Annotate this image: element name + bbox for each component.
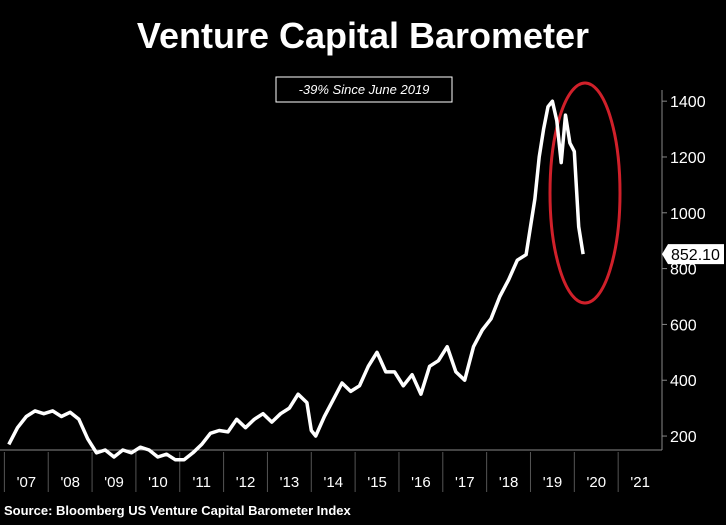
x-tick-label: '19	[543, 474, 563, 491]
x-tick-label: '12	[236, 474, 256, 491]
highlight-ellipse	[548, 81, 622, 305]
x-tick-label: '20	[587, 474, 607, 491]
end-label: 852.10	[671, 247, 720, 264]
x-tick-label: '10	[148, 474, 168, 491]
chart-title: Venture Capital Barometer	[137, 15, 589, 56]
x-tick-label: '18	[499, 474, 519, 491]
y-tick-label: 200	[670, 429, 697, 446]
x-tick-label: '11	[193, 474, 211, 491]
x-tick-label: '15	[367, 474, 387, 491]
x-tick-label: '21	[630, 474, 650, 491]
y-tick-label: 600	[670, 317, 697, 334]
y-tick-label: 1200	[670, 150, 706, 167]
source: Source: Bloomberg US Venture Capital Bar…	[4, 503, 352, 518]
y-tick-label: 1000	[670, 206, 706, 223]
end-label-box	[662, 244, 724, 265]
x-tick-label: '07	[17, 474, 37, 491]
line	[7, 99, 585, 462]
x-tick-label: '13	[280, 474, 300, 491]
y-tick-label: 800	[670, 262, 697, 279]
y-tick-label: 1400	[670, 94, 706, 111]
y-tick-label: 400	[670, 373, 697, 390]
annotation: -39% Since June 2019	[299, 82, 430, 97]
x-tick-label: '17	[455, 474, 475, 491]
x-tick-label: '08	[60, 474, 80, 491]
x-tick-label: '09	[104, 474, 124, 491]
x-tick-label: '16	[411, 474, 431, 491]
annotation-box	[275, 76, 453, 103]
x-tick-label: '14	[323, 474, 343, 491]
